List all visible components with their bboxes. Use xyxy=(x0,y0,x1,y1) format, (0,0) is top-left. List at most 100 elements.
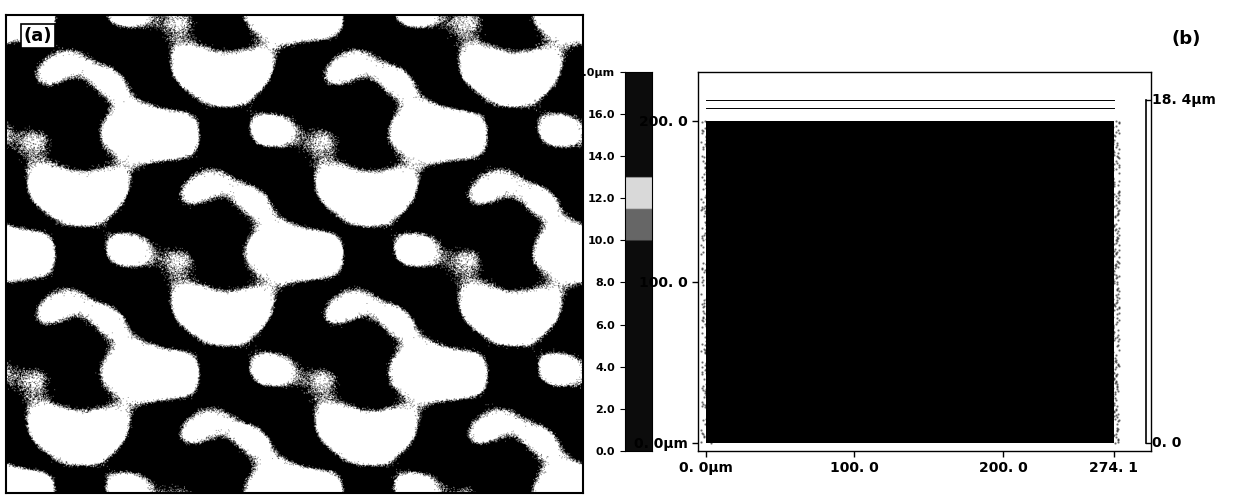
Point xyxy=(697,263,717,271)
Point xyxy=(1110,287,1130,295)
Point xyxy=(696,136,715,144)
Point xyxy=(1100,167,1120,175)
Point xyxy=(702,439,722,447)
Point xyxy=(696,124,715,132)
Point xyxy=(1107,211,1127,219)
Point xyxy=(697,380,717,388)
Point xyxy=(1107,256,1127,264)
Point xyxy=(704,148,724,156)
Point xyxy=(1104,392,1123,400)
Point xyxy=(1101,386,1121,394)
Point xyxy=(1100,217,1120,225)
Point xyxy=(1105,354,1125,362)
Point xyxy=(1107,237,1127,245)
Point xyxy=(699,162,719,170)
Point xyxy=(699,288,719,296)
Point xyxy=(699,396,719,404)
Point xyxy=(1104,182,1123,190)
Point xyxy=(1106,378,1126,386)
Point xyxy=(1109,154,1128,162)
Point xyxy=(1107,233,1127,241)
Point xyxy=(1101,282,1121,290)
Point xyxy=(1109,361,1128,369)
Point xyxy=(692,329,712,337)
Point xyxy=(697,305,717,313)
Point xyxy=(702,406,722,414)
Point xyxy=(1107,149,1127,157)
Text: (b): (b) xyxy=(1172,30,1202,48)
Point xyxy=(699,371,719,379)
Point xyxy=(699,301,719,309)
Point xyxy=(1102,120,1122,128)
Point xyxy=(693,276,713,284)
Point xyxy=(694,163,714,171)
Point xyxy=(1109,294,1128,302)
Point xyxy=(1100,219,1120,227)
Point xyxy=(1101,238,1121,246)
Point xyxy=(1102,173,1122,181)
Point xyxy=(704,161,724,169)
Point xyxy=(1100,176,1120,184)
Point xyxy=(703,135,723,143)
Point xyxy=(701,326,720,334)
Point xyxy=(1105,261,1125,269)
Point xyxy=(1106,371,1126,379)
Point xyxy=(703,419,723,427)
Point xyxy=(1101,168,1121,176)
Point xyxy=(703,357,723,365)
Text: (a): (a) xyxy=(24,27,52,45)
Point xyxy=(697,295,717,303)
Point xyxy=(694,393,714,401)
Point xyxy=(699,256,719,264)
Point xyxy=(696,415,715,423)
Point xyxy=(699,174,719,182)
Point xyxy=(1100,373,1120,381)
Point xyxy=(1102,391,1122,399)
Point xyxy=(1104,369,1123,376)
Point xyxy=(697,221,717,229)
Point xyxy=(1106,358,1126,366)
Point xyxy=(1100,171,1120,179)
Point xyxy=(694,218,714,226)
Point xyxy=(693,236,713,244)
Point xyxy=(702,190,722,198)
Point xyxy=(702,365,722,373)
Point xyxy=(1102,255,1122,263)
Point xyxy=(692,118,712,125)
Point xyxy=(1109,438,1128,446)
Point xyxy=(1109,194,1128,202)
Point xyxy=(693,259,713,267)
Point xyxy=(702,149,722,157)
Point xyxy=(698,409,718,417)
Point xyxy=(703,189,723,197)
Point xyxy=(1099,289,1118,297)
Point xyxy=(698,187,718,195)
Point xyxy=(1109,206,1128,214)
Point xyxy=(699,408,719,416)
Point xyxy=(1109,177,1128,185)
Point xyxy=(693,143,713,151)
Point xyxy=(701,240,720,248)
Point xyxy=(1107,385,1127,393)
Point xyxy=(1105,178,1125,186)
Point xyxy=(694,202,714,210)
Point xyxy=(1104,174,1123,182)
Point xyxy=(696,140,715,148)
Point xyxy=(1104,401,1123,409)
Point xyxy=(699,251,719,259)
Point xyxy=(1102,185,1122,193)
Point xyxy=(698,319,718,327)
Point xyxy=(1109,316,1128,324)
Point xyxy=(1104,166,1123,174)
Point xyxy=(701,428,720,436)
Point xyxy=(696,310,715,318)
Point xyxy=(693,281,713,289)
Point xyxy=(1104,145,1123,153)
Point xyxy=(694,268,714,276)
Point xyxy=(1102,367,1122,374)
Point xyxy=(1102,265,1122,273)
Point xyxy=(1107,420,1127,428)
Point xyxy=(696,389,715,397)
Point xyxy=(703,293,723,301)
Point xyxy=(1105,222,1125,230)
